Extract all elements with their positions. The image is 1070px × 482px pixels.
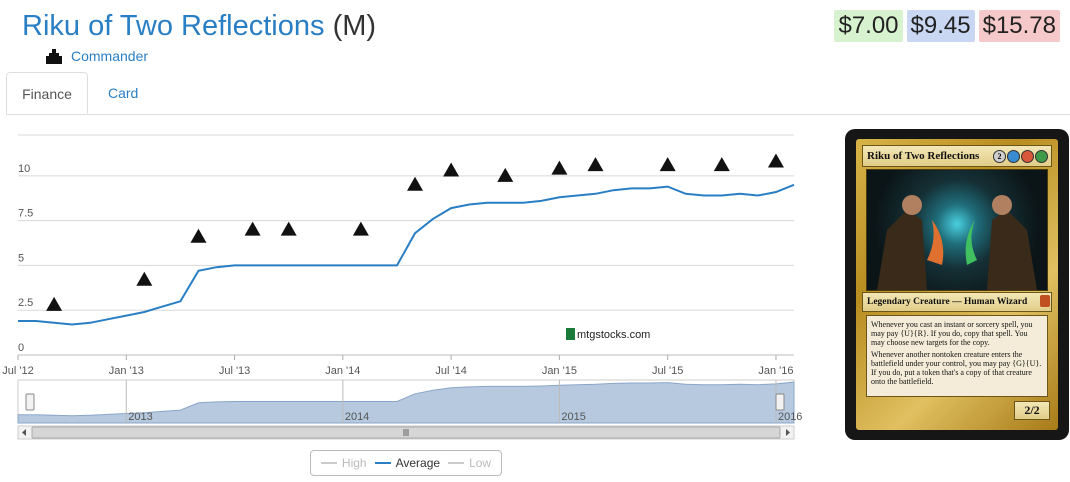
set-release-icon	[280, 221, 297, 236]
set-release-icon	[659, 157, 676, 172]
y-tick-label: 0	[18, 342, 24, 354]
watermark: mtgstocks.com	[577, 329, 650, 341]
tab-finance[interactable]: Finance	[6, 72, 88, 114]
price-chart: 0 2.5 5 7.5 10 Jul '12 Jan '13 Jul '13 Jan '14 Ju…	[2, 134, 802, 440]
rarity-label: (M)	[332, 10, 377, 42]
mana-generic-icon: 2	[993, 150, 1006, 163]
legend-label: Low	[469, 456, 492, 470]
set-release-icon	[46, 296, 63, 311]
navigator-year-label: 2015	[561, 411, 585, 423]
legend-line-icon	[374, 462, 391, 464]
scroll-right-icon[interactable]	[786, 429, 790, 436]
mana-blue-icon	[1007, 150, 1020, 163]
set-symbol-icon	[1040, 295, 1050, 307]
card-image-name: Riku of Two Reflections	[867, 150, 980, 162]
tab-card[interactable]: Card	[108, 85, 139, 101]
page-title: Riku of Two Reflections (M)	[22, 8, 376, 44]
legend-item-low[interactable]: Low	[448, 456, 491, 470]
set-line: Commander	[44, 46, 148, 66]
card-face: Riku of Two Reflections 2 Legendary Crea…	[856, 139, 1058, 430]
card-art	[866, 169, 1048, 291]
mana-green-icon	[1035, 150, 1048, 163]
set-release-icon	[136, 271, 153, 286]
x-tick-label: Jan '16	[758, 365, 793, 377]
set-release-icon	[497, 167, 514, 182]
x-tick-label: Jul '12	[2, 365, 33, 377]
rules-paragraph: Whenever you cast an instant or sorcery …	[871, 320, 1033, 347]
navigator-area	[17, 381, 795, 424]
y-tick-label: 10	[18, 163, 30, 175]
set-release-icon	[407, 176, 424, 191]
mtgstocks-logo-icon	[566, 328, 575, 340]
set-release-icon	[190, 228, 207, 243]
legend-line-icon	[448, 462, 465, 464]
navigator-year-label: 2014	[345, 411, 369, 423]
x-tick-label: Jul '15	[652, 365, 683, 377]
x-tick-label: Jul '13	[219, 365, 250, 377]
x-tick-label: Jan '14	[325, 365, 360, 377]
navigator-year-label: 2016	[778, 411, 802, 423]
average-price-badge: $9.45	[906, 10, 975, 42]
set-release-icon	[244, 221, 261, 236]
card-name-link[interactable]: Riku of Two Reflections	[22, 10, 325, 42]
commander-set-icon	[46, 49, 62, 64]
card-image: Riku of Two Reflections 2 Legendary Crea…	[845, 129, 1069, 440]
x-tick-label: Jan '15	[542, 365, 577, 377]
set-release-icon	[352, 221, 369, 236]
mana-cost: 2	[993, 150, 1048, 163]
set-link[interactable]: Commander	[71, 48, 149, 64]
y-tick-label: 5	[18, 252, 24, 264]
rules-paragraph: Whenever another nontoken creature enter…	[871, 350, 1042, 386]
low-price-badge: $7.00	[834, 10, 903, 42]
y-tick-label: 2.5	[18, 297, 33, 309]
high-price-badge: $15.78	[978, 10, 1060, 42]
set-release-icon	[551, 160, 568, 175]
chart-legend: High Average Low	[310, 450, 502, 476]
card-art-figures	[877, 195, 1037, 290]
average-series-line	[18, 183, 795, 326]
legend-label: Average	[395, 456, 441, 470]
set-release-icon	[443, 162, 460, 177]
navigator-handle[interactable]	[775, 393, 785, 411]
legend-label: High	[341, 456, 367, 470]
card-type-line: Legendary Creature — Human Wizard	[862, 292, 1052, 312]
x-tick-label: Jul '14	[435, 365, 466, 377]
y-tick-label: 7.5	[18, 208, 33, 220]
set-release-icon	[587, 157, 604, 172]
price-badges: $7.00 $9.45 $15.78	[834, 10, 1060, 42]
set-release-icon	[767, 153, 784, 168]
set-release-icon	[713, 157, 730, 172]
power-toughness: 2/2	[1014, 401, 1050, 420]
mana-red-icon	[1021, 150, 1034, 163]
navigator-handle[interactable]	[25, 393, 35, 411]
card-name-bar: Riku of Two Reflections 2	[862, 145, 1052, 167]
card-rules-text: Whenever you cast an instant or sorcery …	[866, 315, 1048, 397]
tab-bar: Finance Card	[6, 72, 1070, 115]
x-tick-label: Jan '13	[109, 365, 144, 377]
legend-line-icon	[320, 462, 337, 464]
scroll-left-icon[interactable]	[22, 429, 26, 436]
legend-item-average[interactable]: Average	[374, 456, 441, 470]
navigator-year-label: 2013	[128, 411, 152, 423]
legend-item-high[interactable]: High	[320, 456, 367, 470]
